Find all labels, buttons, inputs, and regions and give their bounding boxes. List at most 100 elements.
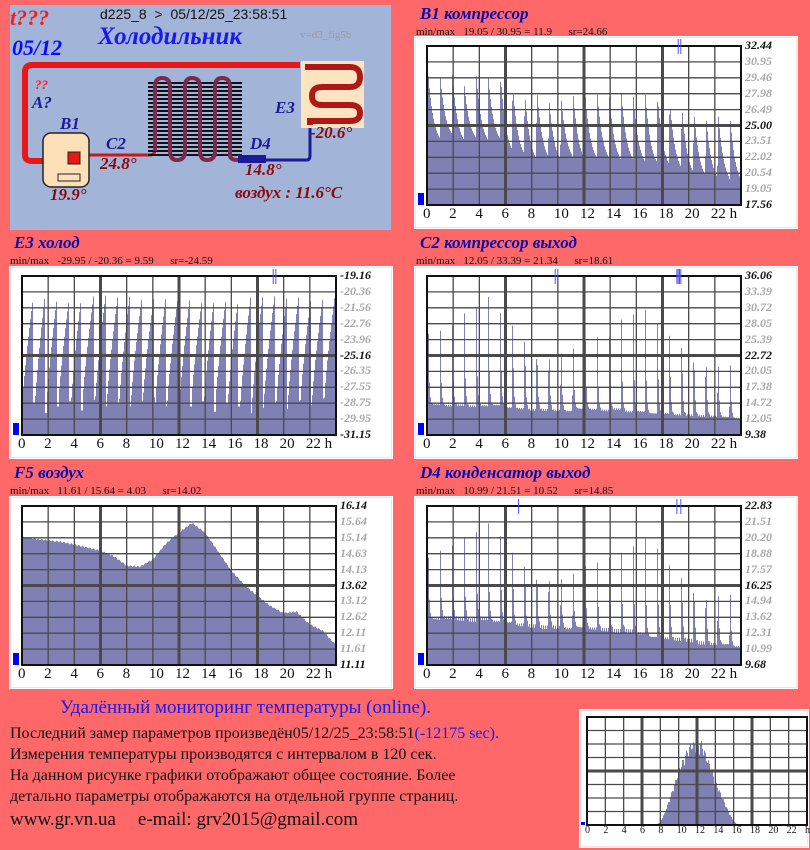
plot-frame (426, 505, 742, 666)
x-tick-label: 18 (658, 206, 674, 222)
y-tick-label: -23.96 (340, 331, 371, 346)
x-tick-label: 4 (70, 436, 78, 452)
current-level-indicator (418, 423, 424, 435)
x-tick-label: 0 (423, 666, 431, 682)
y-tick-label: -26.35 (340, 363, 371, 378)
x-tick-label: 8 (122, 666, 131, 682)
y-tick-label: -22.76 (340, 315, 371, 330)
x-tick-label: 8 (527, 666, 536, 682)
y-tick-label: 13.62 (340, 577, 367, 592)
x-tick-label: 20 (684, 666, 700, 682)
y-tick-label: 11.61 (340, 641, 367, 656)
y-tick-label: 12.11 (340, 625, 367, 640)
x-tick-label: 20 (684, 436, 700, 452)
x-tick-label: 4 (70, 666, 78, 682)
y-tick-label: 15.14 (340, 529, 367, 544)
refrigerator-schematic (22, 61, 364, 188)
x-tick-label: 16 (632, 206, 648, 222)
y-tick-label: 29.46 (745, 69, 772, 84)
b1-chart: 32.44 30.95 29.46 27.98 26.49 25.00 23.51 22.02… (414, 36, 798, 229)
y-tick-label: 22.72 (745, 347, 772, 362)
last-measurement-text: Последний замер параметров произведён05/… (10, 725, 415, 742)
y-tick-label: 25.00 (745, 117, 772, 132)
compressor-base (57, 173, 81, 182)
x-tick-label: 0 (18, 436, 26, 452)
x-tick-label: 2 (449, 666, 457, 682)
x-tick-label: 12 (175, 436, 190, 452)
y-tick-label: 13.12 (340, 593, 367, 608)
interval-text: Измерения температуры производятся с инт… (10, 746, 437, 763)
y-tick-label: 23.51 (745, 133, 772, 148)
x-tick-label: 18 (253, 436, 269, 452)
b1-plot (418, 39, 742, 206)
plot-frame (426, 45, 742, 206)
x-tick-label: 22 h (305, 436, 333, 452)
x-tick-label: 6 (501, 206, 510, 222)
x-tick-label: 16 (731, 825, 742, 836)
website-link[interactable]: www.gr.vn.ua (10, 809, 116, 830)
d4-plot (418, 499, 742, 666)
x-tick-label: 0 (423, 206, 431, 222)
y-tick-label: 10.99 (745, 641, 772, 656)
condenser-fins (148, 82, 242, 156)
y-tick-label: 28.05 (745, 315, 772, 330)
y-tick-label: 21.51 (745, 513, 772, 528)
x-tick-label: 8 (527, 206, 536, 222)
x-tick-label: 22 h (710, 206, 738, 222)
footer-heading: Удалённый мониторинг температуры (online… (60, 697, 432, 718)
d4-value: 14.8° (245, 160, 282, 179)
d4-chart: 22.83 21.51 20.20 18.88 17.57 16.25 14.94 13.62… (414, 496, 798, 689)
x-tick-label: 10 (148, 436, 164, 452)
x-tick-label: 4 (475, 666, 483, 682)
y-tick-label: -29.95 (340, 411, 371, 426)
x-tick-label: 2 (449, 206, 457, 222)
x-tick-label: 2 (44, 666, 52, 682)
email-link[interactable]: e-mail: grv2015@gmail.com (137, 809, 359, 830)
x-tick-label: 10 (148, 666, 164, 682)
x-tick-label: 18 (658, 666, 674, 682)
mini-chart: 0 2 4 6 8 10 12 14 16 18 20 22 h (579, 709, 810, 848)
x-tick-label: 20 (279, 666, 295, 682)
unknown-label: ?? (35, 77, 48, 92)
x-tick-label: 14 (201, 436, 217, 452)
x-tick-label: 22 h (305, 666, 333, 682)
series-area (427, 297, 741, 435)
x-tick-label: 0 (423, 436, 431, 452)
y-tick-label: 14.94 (745, 593, 772, 608)
d4-chart-stats: min/max 10.99 / 21.51 = 10.52 sr=14.85 (416, 485, 614, 497)
x-tick-label: 0 (18, 666, 26, 682)
x-tick-label: 2 (449, 436, 457, 452)
b1-value: 19.9° (50, 185, 87, 204)
y-tick-label: -25.16 (340, 347, 371, 362)
x-tick-label: 16 (227, 666, 243, 682)
d4-sensor (238, 155, 266, 163)
x-tick-label: 14 (606, 436, 622, 452)
x-tick-label: 14 (713, 825, 724, 836)
mini-plot (581, 716, 808, 826)
x-tick-label: 8 (658, 825, 664, 836)
plot-frame (426, 275, 742, 436)
x-tick-label: 10 (553, 666, 569, 682)
y-tick-label: 9.68 (745, 657, 766, 671)
x-tick-label: 20 (768, 825, 779, 836)
condenser-coil (153, 75, 239, 163)
x-tick-label: 16 (632, 666, 648, 682)
contacts: www.gr.vn.ua e-mail: grv2015@gmail.com (10, 809, 358, 831)
b1-chart-title: B1 компрессор (420, 4, 529, 23)
y-tick-label: 20.54 (745, 165, 772, 180)
x-tick-label: 18 (253, 666, 269, 682)
y-tick-label: 36.06 (745, 268, 772, 282)
current-level-indicator (418, 193, 424, 205)
f5-plot (13, 505, 337, 666)
current-level-indicator (418, 653, 424, 665)
y-tick-label: 19.05 (745, 181, 772, 196)
c2-chart-title: C2 компрессор выход (420, 233, 577, 252)
last-measurement: Последний замер параметров произведён05/… (10, 725, 499, 743)
x-tick-label: 0 (585, 825, 590, 836)
x-tick-label: 6 (96, 666, 105, 682)
x-tick-label: 8 (527, 436, 536, 452)
x-tick-label: 22 h (710, 666, 738, 682)
y-tick-label: 20.05 (745, 363, 772, 378)
c2-label: C2 (106, 134, 126, 153)
x-tick-label: 12 (175, 666, 190, 682)
